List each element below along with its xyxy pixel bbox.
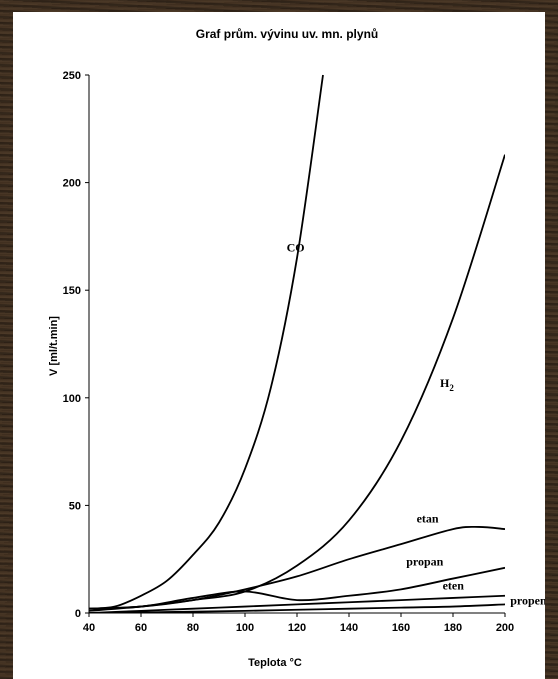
x-tick-label: 120 bbox=[288, 622, 306, 634]
x-axis-label: Teplota °C bbox=[248, 657, 302, 669]
series-label-eten: eten bbox=[443, 578, 465, 592]
x-tick-label: 100 bbox=[236, 622, 254, 634]
x-tick-label: 180 bbox=[444, 622, 462, 634]
y-axis-label: V [ml/t.min] bbox=[48, 316, 60, 376]
series-label-h: H2 bbox=[440, 376, 454, 393]
series-label-propan: propan bbox=[406, 555, 443, 569]
y-tick-label: 250 bbox=[63, 70, 81, 82]
series-line-propan bbox=[89, 566, 505, 610]
y-tick-label: 150 bbox=[63, 285, 81, 297]
x-tick-label: 80 bbox=[187, 622, 199, 634]
series-line-co bbox=[89, 74, 324, 610]
axes: 40 60 80 100 120 140 160 180 200 0 50 100 150 200 250 bbox=[63, 70, 515, 634]
y-tick-label: 200 bbox=[63, 178, 81, 190]
series-label-etan: etan bbox=[417, 512, 439, 526]
y-tick-label: 0 bbox=[75, 608, 81, 620]
x-tick-label: 200 bbox=[496, 622, 514, 634]
y-tick-label: 50 bbox=[69, 500, 81, 512]
series-line-etan bbox=[89, 525, 505, 610]
x-tick-label: 60 bbox=[135, 622, 147, 634]
x-tick-label: 140 bbox=[340, 622, 358, 634]
series-line-eten bbox=[89, 594, 505, 613]
series-line-propen bbox=[89, 603, 505, 613]
x-tick-label: 40 bbox=[83, 622, 95, 634]
y-tick-label: 100 bbox=[63, 393, 81, 405]
series-label-propen: propen bbox=[510, 593, 545, 607]
chart-title: Graf prům. vývinu uv. mn. plynů bbox=[196, 27, 378, 41]
chart-panel: Graf prům. vývinu uv. mn. plynů Teplota … bbox=[13, 12, 545, 679]
series-label-co: CO bbox=[287, 240, 305, 254]
gas-evolution-chart: Graf prům. vývinu uv. mn. plynů Teplota … bbox=[48, 27, 545, 669]
series-layer bbox=[89, 74, 505, 613]
x-tick-label: 160 bbox=[392, 622, 410, 634]
